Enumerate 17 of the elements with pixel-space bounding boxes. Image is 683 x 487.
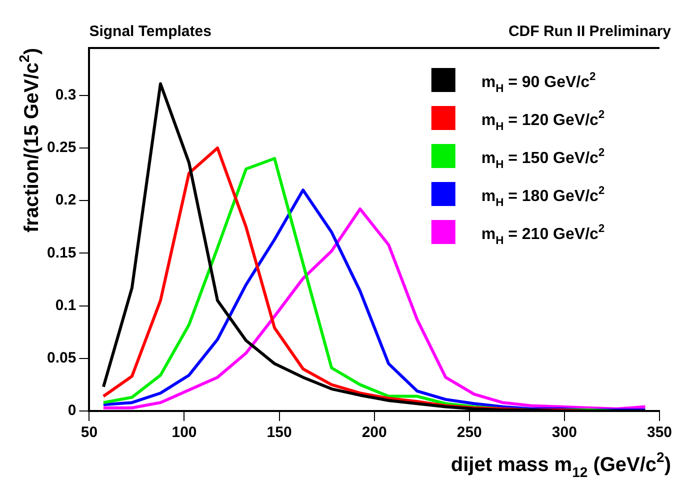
- x-tick-label: 150: [266, 424, 292, 442]
- y-axis-title: fraction/(15 GeV/c2): [16, 48, 43, 233]
- y-tick-label: 0.05: [46, 350, 76, 367]
- y-tick-label: 0.2: [55, 192, 76, 209]
- y-tick-label: 0.3: [55, 86, 76, 104]
- x-tick-label: 350: [646, 424, 672, 442]
- chart-title: Signal Templates: [89, 23, 212, 40]
- y-tick-label: 0.1: [55, 296, 76, 314]
- x-tick-label: 100: [172, 424, 197, 442]
- x-tick-label: 200: [362, 424, 387, 442]
- text: CDF Run II Preliminary: [508, 23, 672, 40]
- y-tick-label: 0.25: [46, 139, 76, 156]
- x-tick-label: 50: [80, 424, 98, 442]
- y-tick-label: 0.15: [46, 244, 76, 262]
- y-tick-label: 0: [68, 402, 76, 420]
- x-tick-label: 300: [552, 424, 577, 442]
- x-tick-label: 250: [456, 424, 482, 442]
